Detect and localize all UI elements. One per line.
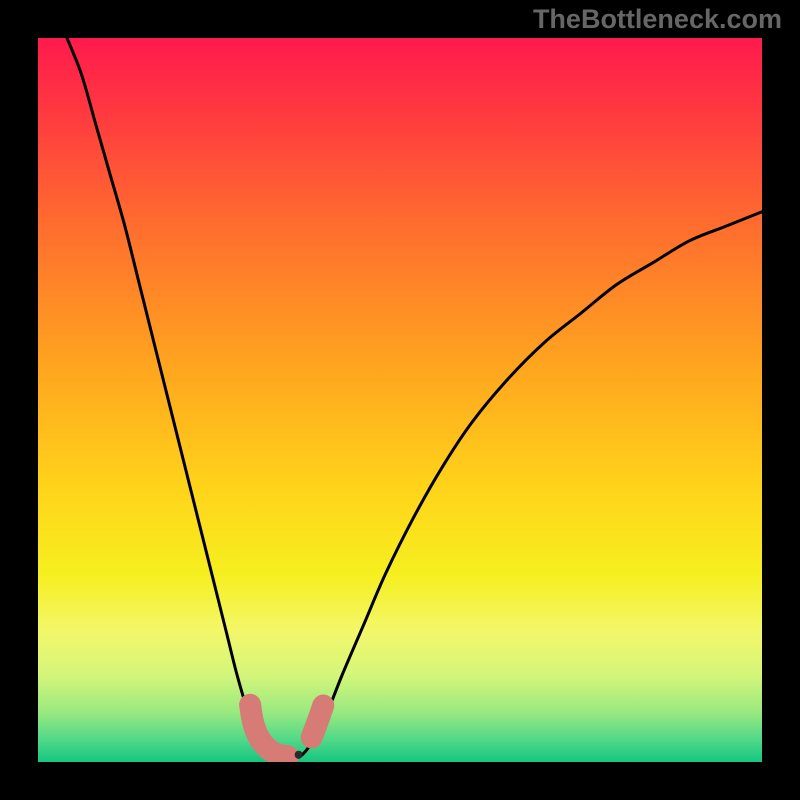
plot-area [38,38,762,762]
salmon-blob-right [312,706,324,738]
plot-svg [38,38,762,762]
watermark-text: TheBottleneck.com [533,4,782,35]
dark-dot-min [295,751,303,759]
chart-container: TheBottleneck.com [0,0,800,800]
gradient-background [38,38,762,762]
